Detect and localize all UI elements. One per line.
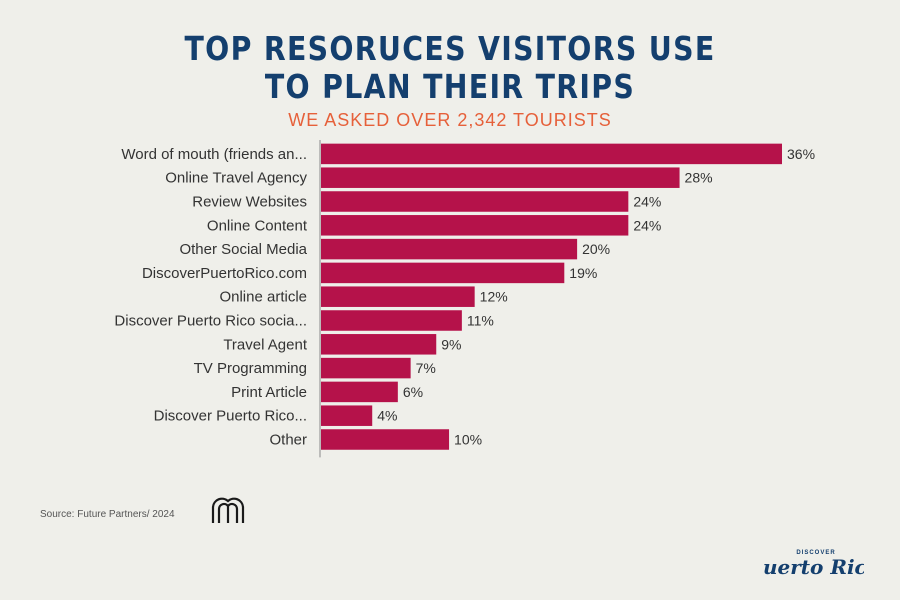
- data-label: 7%: [416, 360, 436, 376]
- discover-puerto-rico-logo: DISCOVER Puerto Rico: [764, 550, 864, 579]
- category-label: Online Content: [207, 217, 308, 234]
- chart-title-line-1: TOP RESORUCES VISITORS USE: [184, 29, 716, 68]
- bar: [321, 429, 450, 450]
- chart-subtitle: WE ASKED OVER 2,342 TOURISTS: [288, 110, 612, 130]
- data-label: 36%: [787, 146, 815, 162]
- data-label: 20%: [582, 241, 610, 257]
- bar: [321, 405, 373, 426]
- data-label: 24%: [633, 194, 661, 210]
- data-label: 4%: [377, 408, 397, 424]
- bar: [321, 238, 578, 260]
- category-label: Discover Puerto Rico...: [154, 408, 307, 425]
- data-label: 6%: [403, 384, 423, 400]
- brand-small-text: DISCOVER: [796, 550, 835, 556]
- category-label: Online Travel Agency: [165, 170, 307, 187]
- category-label: Discover Puerto Rico socia...: [114, 313, 307, 330]
- data-label: 10%: [454, 432, 482, 448]
- category-label: TV Programming: [194, 360, 307, 377]
- data-label: 19%: [569, 265, 597, 281]
- bar: [321, 310, 462, 331]
- data-label: 11%: [467, 313, 494, 329]
- bar: [321, 143, 782, 165]
- bar: [321, 286, 475, 307]
- category-label: Travel Agent: [223, 336, 307, 353]
- arch-logo-icon: [211, 497, 245, 523]
- data-label: 12%: [480, 289, 508, 305]
- category-label: Word of mouth (friends an...: [121, 146, 307, 163]
- bar: [321, 215, 629, 236]
- bar: [321, 262, 565, 284]
- data-label: 24%: [633, 217, 661, 233]
- bar: [321, 357, 411, 379]
- category-label: Review Websites: [192, 194, 307, 211]
- chart-title: TOP RESORUCES VISITORS USE TO PLAN THEIR…: [63, 30, 837, 106]
- bar: [321, 381, 398, 403]
- data-label: 28%: [685, 170, 713, 186]
- data-label: 9%: [441, 336, 461, 352]
- bar: [321, 191, 629, 212]
- source-note: Source: Future Partners/ 2024: [40, 509, 175, 520]
- bar: [321, 167, 680, 188]
- category-label: Online article: [219, 289, 307, 306]
- bar: [321, 334, 437, 355]
- brand-name-text: Puerto Rico: [764, 555, 864, 579]
- category-label: DiscoverPuertoRico.com: [142, 265, 307, 282]
- category-label: Other Social Media: [179, 241, 307, 258]
- category-label: Other: [269, 432, 307, 449]
- category-label: Print Article: [231, 384, 307, 401]
- chart-title-line-2: TO PLAN THEIR TRIPS: [264, 67, 636, 106]
